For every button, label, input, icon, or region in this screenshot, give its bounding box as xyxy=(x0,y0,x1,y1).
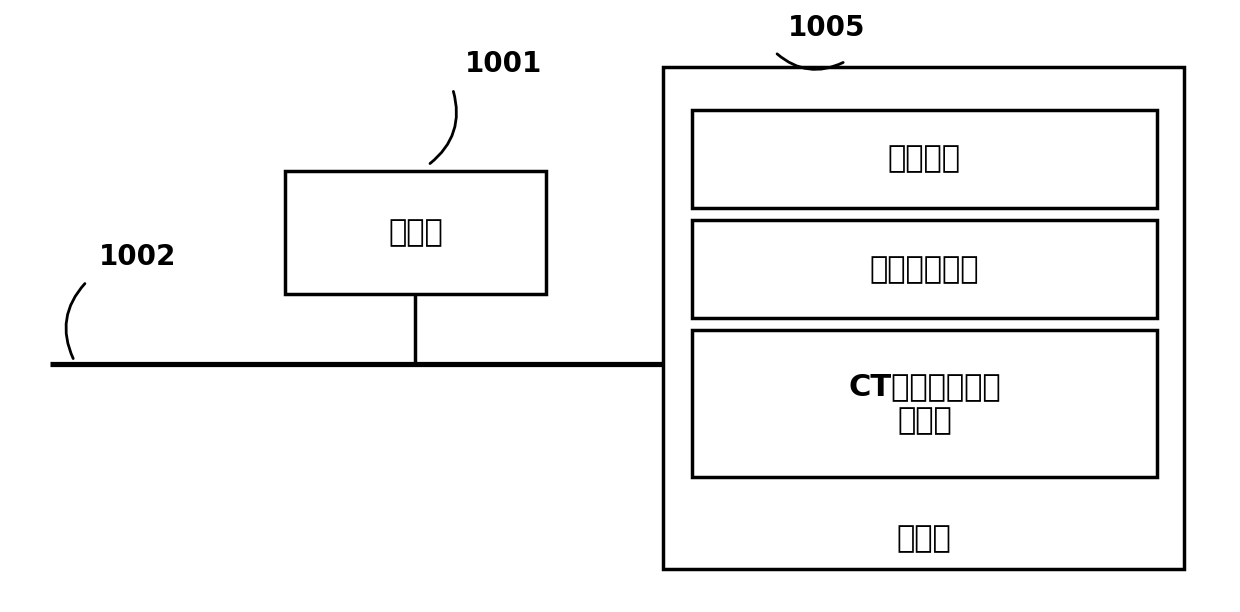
Bar xyxy=(692,220,1157,318)
FancyArrowPatch shape xyxy=(66,283,84,359)
Text: 处理器: 处理器 xyxy=(388,218,443,247)
Bar xyxy=(692,330,1157,477)
Text: 1005: 1005 xyxy=(787,13,866,42)
Text: 1002: 1002 xyxy=(99,243,176,271)
FancyArrowPatch shape xyxy=(777,54,843,69)
Text: 1001: 1001 xyxy=(465,50,542,78)
Text: CT图像肺结节检
测程序: CT图像肺结节检 测程序 xyxy=(848,373,1001,435)
Text: 操作系统: 操作系统 xyxy=(888,144,961,174)
Bar xyxy=(663,67,1184,569)
Bar xyxy=(692,110,1157,208)
FancyArrowPatch shape xyxy=(430,91,456,163)
Text: 存储器: 存储器 xyxy=(897,524,951,553)
Text: 网络通信模块: 网络通信模块 xyxy=(869,255,980,284)
Bar xyxy=(285,171,546,294)
